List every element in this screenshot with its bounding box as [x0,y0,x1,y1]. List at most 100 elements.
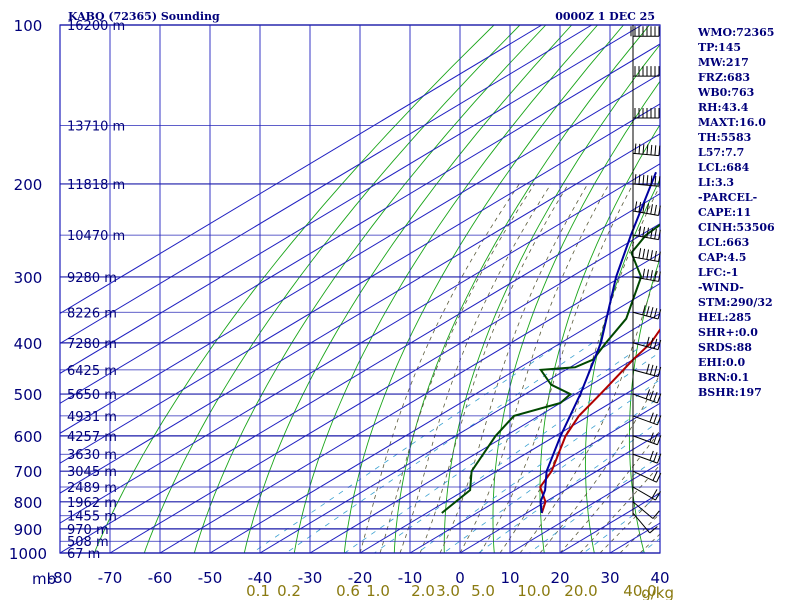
mixing-ratio-line [374,351,660,553]
index-value: WB0:763 [697,86,754,99]
pressure-tick-label: 600 [14,428,43,446]
wind-barb [633,107,660,119]
wind-barb [632,450,662,464]
moist-adiabat [579,464,660,553]
temperature-tick-label: -60 [148,569,173,587]
mixing-ratio-line [416,379,660,553]
temperature-tick-label: -80 [48,569,73,587]
wind-barb [632,470,662,483]
height-label: 1455 m [67,510,117,525]
temperature-tick-label: 20 [550,569,569,587]
wind-barb [632,201,661,216]
isotherm [60,163,660,524]
height-label: 970 m [67,523,109,538]
index-value: MAXT:16.0 [698,116,766,129]
moist-adiabat [439,183,589,553]
parcel-profile [539,171,657,514]
temperature-tick-label: -50 [198,569,223,587]
wind-barb [630,26,660,37]
isotherm [459,432,660,553]
height-label: 1962 m [67,496,117,511]
index-value: LCL:663 [698,236,749,249]
height-label: 3045 m [67,465,117,480]
temperature-tick-label: 30 [600,569,619,587]
mixing-ratio-line [583,494,660,553]
mixing-ratio-unit-label: g/kg [641,584,674,600]
dry-adiabat [343,25,624,553]
isotherm [559,492,660,553]
height-label: 3630 m [67,448,117,463]
temperature-tick-label: -10 [398,569,423,587]
dry-adiabat [792,25,800,553]
temperature-tick-label: -30 [298,569,323,587]
wind-barb [632,432,662,446]
index-value: LI:3.3 [698,176,734,189]
height-label: 7280 m [67,337,117,352]
mixing-ratio-line [344,342,647,553]
mixing-ratio-tick-label: 0.6 [336,582,360,600]
wind-barb [632,363,662,378]
index-value: BRN:0.1 [698,371,749,384]
isotherm [259,312,660,553]
isotherm [409,402,660,553]
mixing-ratio-line [251,342,562,553]
wind-barb [632,512,658,534]
wind-barb [632,226,661,241]
temperature-tick-label: -20 [348,569,373,587]
isotherm [209,282,660,553]
temperature-tick-label: 0 [455,569,465,587]
temperature-tick-label: -70 [98,569,123,587]
temperature-tick-label: -40 [248,569,273,587]
height-label: 67 m [67,547,100,562]
chart-grid [59,24,800,554]
isotherm [359,372,660,553]
mixing-ratio-tick-label: 40.0 [623,582,656,600]
isotherm [60,25,593,345]
height-label: 10470 m [67,229,125,244]
index-value: RH:43.4 [698,101,749,114]
dry-adiabat [93,25,495,553]
index-value: MW:217 [698,56,749,69]
dry-adiabat [753,25,800,553]
isotherm [60,25,643,374]
index-value: WMO:72365 [697,26,774,39]
index-value: SHR+:0.0 [698,326,758,339]
dry-adiabat [492,80,660,553]
dry-adiabat [293,25,598,553]
index-value: FRZ:683 [698,71,750,84]
moist-adiabat [519,263,660,553]
index-value: CAP:4.5 [698,251,746,264]
wind-barb [632,174,661,187]
height-label: 13710 m [67,119,125,134]
wind-barb [632,501,660,519]
index-value: CAPE:11 [698,206,751,219]
pressure-tick-label: 700 [14,463,43,481]
index-value: EHI:0.0 [698,356,745,369]
isotherm [509,462,660,553]
pressure-tick-label: 200 [14,176,43,194]
height-label: 5650 m [67,388,117,403]
wind-barb [632,248,661,262]
pressure-unit-label: mb [32,570,56,588]
index-value: TP:145 [698,41,741,54]
wind-barb [633,66,660,77]
mixing-ratio-tick-label: 1.0 [366,582,390,600]
wind-barb [632,389,662,404]
mixing-ratio-tick-label: 10.0 [517,582,550,600]
wind-barb [632,412,662,426]
temperature-profile [539,327,660,514]
isotherm [60,103,660,464]
mixing-ratio-tick-label: 5.0 [471,582,495,600]
index-value: SRDS:88 [698,341,752,354]
sounding-indices-panel: WMO:72365 TP:145 MW:217 FRZ:683 WB0:763 RH:43… [697,26,775,399]
height-label: 9280 m [67,271,117,286]
isotherm [60,133,660,494]
sounding-series [441,171,660,514]
mixing-ratio-line [285,342,593,553]
index-value: TH:5583 [698,131,751,144]
moist-adiabat [559,429,660,553]
station-title: KABQ (72365) Sounding [68,10,220,23]
valid-time: 0000Z 1 DEC 25 [555,10,655,23]
mixing-ratio-tick-label: 20.0 [564,582,597,600]
isotherm [60,193,660,553]
